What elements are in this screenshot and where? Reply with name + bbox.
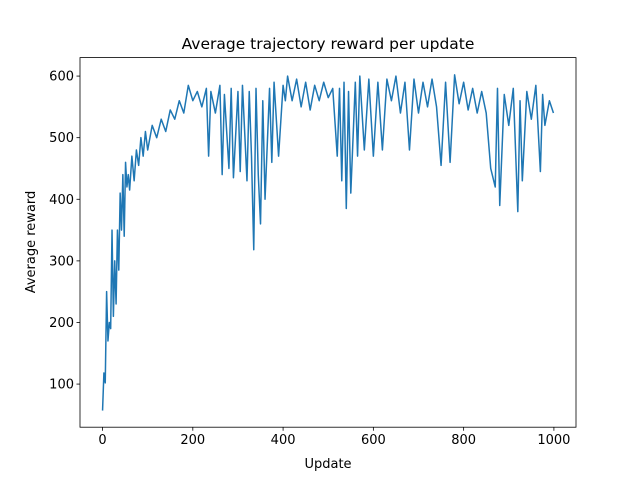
x-tick-label: 600 — [361, 433, 386, 448]
y-tick-label: 300 — [49, 254, 74, 269]
y-tick-label: 500 — [49, 131, 74, 146]
y-axis-label: Average reward — [24, 191, 39, 294]
y-tick-label: 100 — [49, 378, 74, 393]
y-tick-label: 400 — [49, 193, 74, 208]
x-tick-label: 800 — [451, 433, 476, 448]
x-axis-label: Update — [304, 457, 351, 472]
x-tick-label: 0 — [98, 433, 106, 448]
y-tick-label: 600 — [49, 70, 74, 85]
x-tick-label: 400 — [271, 433, 296, 448]
plot-frame — [79, 57, 577, 428]
x-tick-label: 200 — [180, 433, 205, 448]
x-tick-label: 1000 — [537, 433, 570, 448]
y-tick-label: 200 — [49, 316, 74, 331]
chart-title: Average trajectory reward per update — [182, 35, 475, 53]
line-series — [101, 74, 555, 411]
